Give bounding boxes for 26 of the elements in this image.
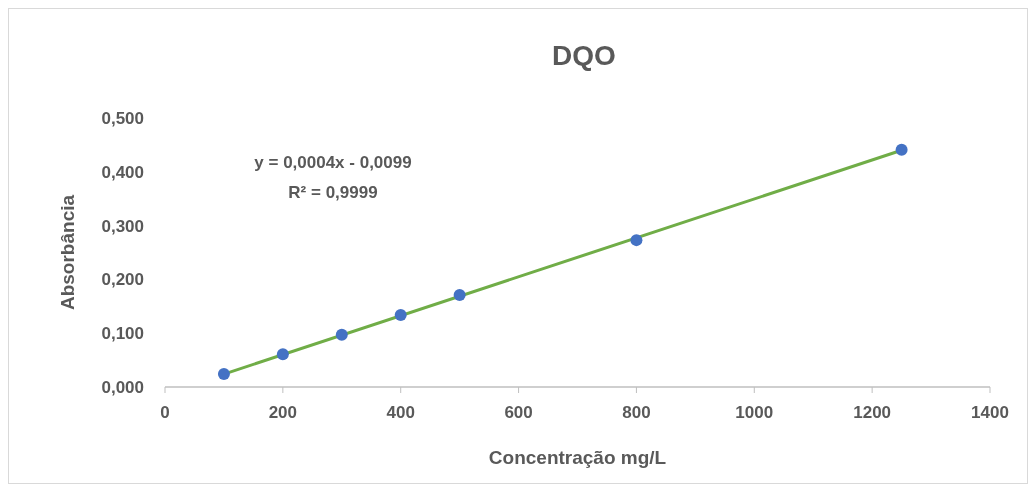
x-tick-label: 200 — [268, 403, 298, 422]
point — [276, 348, 289, 361]
annotation: R² = 0,9999 — [288, 183, 378, 202]
x-tick-label: 600 — [504, 403, 533, 422]
x-tick-label: 0 — [160, 403, 170, 422]
point — [453, 289, 466, 301]
y-tick-label: 0,200 — [101, 270, 144, 290]
y-tick-label: 0,400 — [101, 162, 144, 182]
y-tick-label: 0,100 — [101, 324, 144, 344]
x-axis-title: Concentração mg/L — [488, 447, 667, 468]
x-tick-label: 1200 — [853, 403, 892, 422]
y-axis-title: Absorbância — [57, 194, 78, 311]
chart-title: DQO — [552, 40, 616, 71]
point — [895, 143, 908, 156]
x-tick-label: 1400 — [971, 403, 1009, 422]
point — [630, 234, 643, 247]
point — [335, 328, 348, 341]
y-tick-label: 0,500 — [101, 109, 144, 128]
point — [217, 368, 230, 381]
x-tick-label: 400 — [386, 403, 415, 422]
x-tick-label: 1000 — [735, 403, 774, 422]
x-tick-label: 800 — [622, 403, 651, 422]
point — [394, 308, 407, 321]
annotation: y = 0,0004x - 0,0099 — [254, 153, 412, 172]
y-tick-label: 0,000 — [101, 378, 144, 397]
y-tick-label: 0,300 — [101, 216, 144, 236]
